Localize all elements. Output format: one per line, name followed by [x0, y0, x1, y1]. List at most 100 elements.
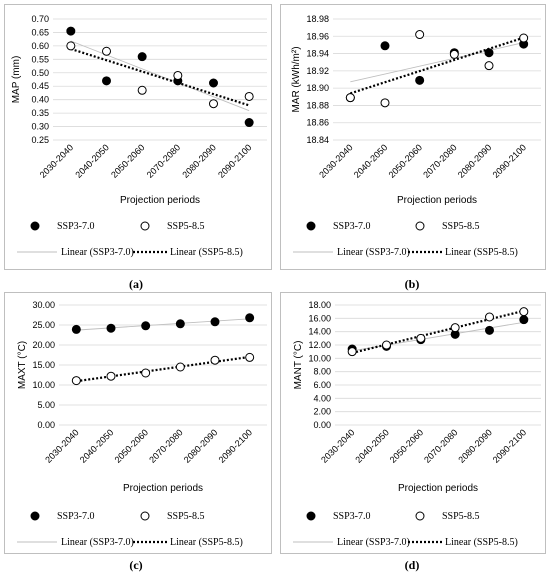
x-axis-label: Projection periods	[397, 195, 477, 206]
y-axis-label: MAP (mm)	[11, 56, 22, 104]
legend-label-ssp370: SSP3-7.0	[57, 221, 95, 232]
point-ssp370	[209, 78, 218, 88]
legend-label-lin370: Linear (SSP3-7.0)	[337, 537, 410, 548]
point-ssp585	[450, 323, 460, 333]
x-tick-label: 2030-2040	[319, 427, 357, 465]
x-tick-label: 2080-2090	[180, 142, 218, 180]
point-ssp585	[209, 99, 218, 109]
y-tick-label: 0.40	[31, 95, 49, 105]
point-ssp585	[244, 91, 254, 101]
y-tick-label: 4.00	[313, 393, 331, 403]
legend-marker-ssp585	[140, 511, 150, 521]
y-tick-label: 10.00	[308, 353, 331, 363]
y-tick-label: 18.86	[306, 118, 329, 128]
x-tick-label: 2030-2040	[38, 142, 76, 180]
chart-svg-c: 0.00 5.00 10.00 15.00 20.00 25.00 30.00 MAXT (°…	[17, 300, 267, 548]
x-tick-label: 2040-2050	[352, 142, 390, 180]
y-tick-label: 12.00	[308, 340, 331, 350]
y-tick-label: 30.00	[32, 300, 55, 310]
legend-label-lin370: Linear (SSP3-7.0)	[337, 247, 410, 258]
y-tick-label: 2.00	[313, 407, 331, 417]
point-ssp585	[347, 347, 357, 357]
point-ssp585	[106, 371, 116, 381]
legend-label-ssp370: SSP3-7.0	[333, 511, 371, 522]
trendline-ssp585	[70, 47, 250, 107]
x-tick-label: 2090-2100	[217, 427, 255, 465]
x-tick-label: 2040-2050	[73, 142, 111, 180]
caption-d: (d)	[404, 558, 420, 572]
caption-b: (b)	[404, 277, 420, 291]
legend-marker-ssp370	[306, 221, 316, 231]
x-tick-label: 2050-2060	[387, 142, 425, 180]
y-tick-label: 15.00	[32, 360, 55, 370]
y-tick-label: 18.88	[306, 100, 329, 110]
chart-panel-a: 0.25 0.30 0.35 0.40 0.45 0.50 0.55 0.60 0.65 0.70…	[4, 4, 272, 270]
caption-c: (c)	[129, 558, 143, 572]
y-tick-label: 0.25	[31, 135, 49, 145]
x-tick-label: 2080-2090	[456, 427, 494, 465]
point-ssp370	[141, 321, 151, 331]
y-tick-label: 14.00	[308, 327, 331, 337]
chart-svg-d: 0.00 2.00 4.00 6.00 8.00 10.00 12.00 14.00 16.00…	[293, 300, 541, 548]
point-ssp585	[484, 61, 494, 71]
x-tick-label: 2030-2040	[317, 142, 355, 180]
point-ssp585	[415, 30, 425, 40]
trendline-ssp370	[76, 318, 250, 331]
point-ssp585	[137, 85, 147, 95]
legend-label-ssp370: SSP3-7.0	[333, 221, 371, 232]
chart-panel-b: 18.84 18.86 18.88 18.90 18.92 18.94 18.96 18.98…	[280, 4, 546, 270]
point-ssp370	[71, 324, 81, 334]
point-ssp585	[380, 98, 390, 108]
x-tick-label: 2070-2080	[145, 142, 183, 180]
x-tick-label: 2070-2080	[147, 427, 185, 465]
point-ssp585	[382, 340, 391, 350]
chart-panel-d: 0.00 2.00 4.00 6.00 8.00 10.00 12.00 14.00 16.00…	[280, 292, 546, 554]
y-tick-label: 0.55	[31, 54, 49, 64]
point-ssp585	[519, 33, 529, 43]
point-ssp585	[175, 362, 185, 372]
legend-label-ssp585: SSP5-8.5	[167, 511, 205, 522]
trendline-ssp585	[76, 355, 250, 383]
x-tick-label: 2050-2060	[388, 427, 426, 465]
y-tick-label: 0.70	[31, 14, 49, 24]
y-tick-label: 18.98	[306, 14, 329, 24]
legend-label-ssp585: SSP5-8.5	[442, 221, 480, 232]
x-tick-label: 2040-2050	[78, 427, 116, 465]
legend-label-ssp370: SSP3-7.0	[57, 511, 95, 522]
point-ssp585	[210, 355, 220, 365]
trendline-ssp585	[351, 309, 525, 355]
legend-label-lin370: Linear (SSP3-7.0)	[61, 537, 134, 548]
legend-label-lin370: Linear (SSP3-7.0)	[61, 247, 134, 258]
legend-marker-ssp585	[415, 221, 425, 231]
point-ssp370	[106, 323, 116, 333]
x-tick-label: 2090-2100	[491, 427, 529, 465]
x-tick-label: 2070-2080	[422, 427, 460, 465]
trendline-ssp370	[350, 42, 524, 83]
y-axis-label: MAXT (°C)	[17, 341, 28, 389]
legend-label-lin585: Linear (SSP5-8.5)	[445, 247, 518, 258]
chart-svg-a: 0.25 0.30 0.35 0.40 0.45 0.50 0.55 0.60 0.65 0.70…	[11, 14, 267, 258]
y-axis-label: MAR (kWh/m²)	[291, 46, 302, 112]
legend-label-lin585: Linear (SSP5-8.5)	[445, 537, 518, 548]
point-ssp370	[485, 325, 494, 335]
point-ssp370	[137, 52, 147, 62]
point-ssp585	[345, 93, 355, 103]
y-tick-label: 0.60	[31, 41, 49, 51]
x-tick-label: 2050-2060	[109, 142, 147, 180]
legend-label-lin585: Linear (SSP5-8.5)	[170, 247, 243, 258]
x-tick-label: 2040-2050	[353, 427, 391, 465]
y-tick-label: 0.30	[31, 122, 49, 132]
y-axis-label: MANT (°C)	[293, 341, 304, 390]
y-tick-label: 18.84	[306, 135, 329, 145]
y-tick-label: 0.50	[31, 68, 49, 78]
x-tick-label: 2080-2090	[182, 427, 220, 465]
point-ssp370	[66, 26, 76, 36]
point-ssp370	[519, 315, 529, 325]
x-tick-label: 2030-2040	[43, 427, 81, 465]
point-ssp585	[449, 49, 459, 59]
point-ssp370	[484, 48, 494, 58]
x-tick-label: 2090-2100	[491, 142, 529, 180]
legend-marker-ssp585	[415, 511, 425, 521]
point-ssp585	[71, 376, 81, 386]
point-ssp370	[244, 118, 254, 128]
